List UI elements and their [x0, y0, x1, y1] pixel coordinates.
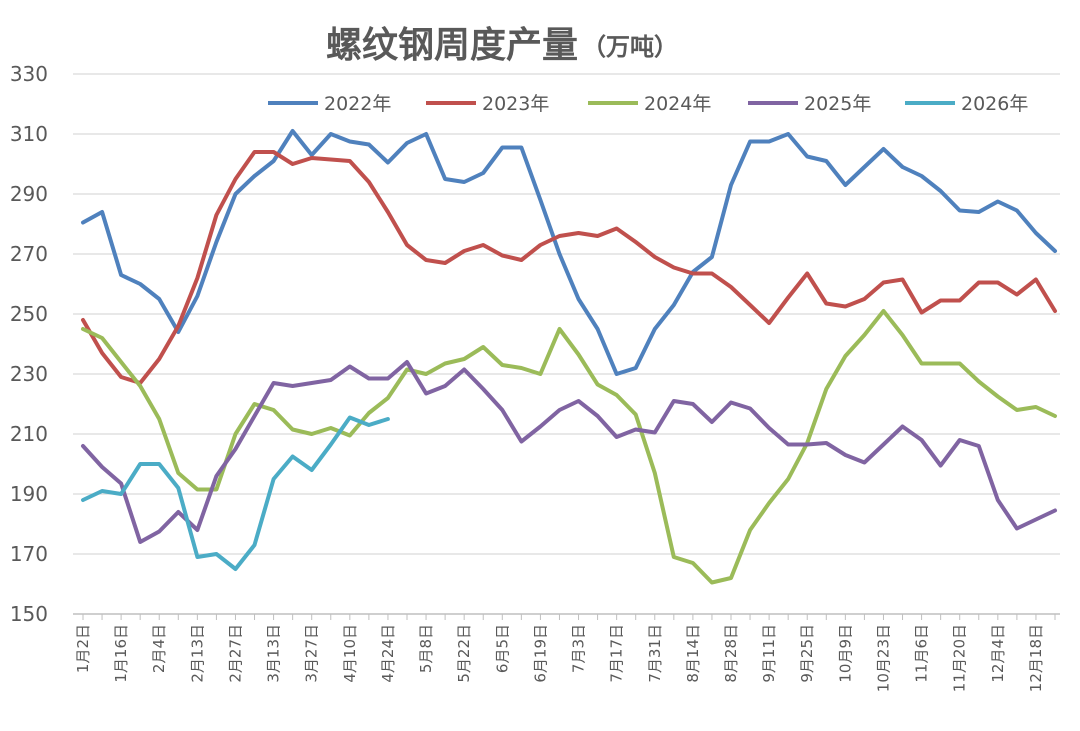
x-tick-label: 11月6日 — [913, 624, 931, 683]
x-tick-label: 8月28日 — [722, 624, 740, 683]
chart-unit: （万吨） — [582, 33, 678, 61]
x-tick-label: 9月11日 — [760, 624, 778, 683]
chart-title-group: 螺纹钢周度产量 （万吨） — [326, 25, 678, 66]
x-tick-label: 2月13日 — [188, 624, 206, 683]
x-tick-label: 2月27日 — [226, 624, 244, 683]
legend-label: 2026年 — [961, 93, 1028, 115]
x-tick-label: 7月17日 — [608, 624, 626, 683]
legend-label: 2023年 — [482, 93, 549, 115]
series-lines — [81, 129, 1057, 585]
y-tick-label: 230 — [10, 362, 48, 386]
y-tick-label: 210 — [10, 422, 48, 446]
axes: 150 170 190 210 230 250 270 290 310 330 1月2日 1月16日 2… — [10, 62, 1060, 692]
x-tick-label: 7月3日 — [570, 624, 588, 673]
x-tick-label: 4月24日 — [379, 624, 397, 683]
series-line-3 — [81, 309, 1057, 585]
series-line-4 — [81, 360, 1057, 544]
x-tick-label: 8月14日 — [684, 624, 702, 683]
y-tick-label: 310 — [10, 122, 48, 146]
y-tick-label: 250 — [10, 302, 48, 326]
series-line-5 — [81, 415, 390, 571]
y-tick-label: 170 — [10, 542, 48, 566]
legend: 2022年 2023年 2024年 2025年 2026年 — [268, 93, 1028, 115]
x-tick-label: 3月27日 — [303, 624, 321, 683]
y-tick-label: 270 — [10, 242, 48, 266]
x-tick-label: 3月13日 — [265, 624, 283, 683]
x-tick-label: 4月10日 — [341, 624, 359, 683]
legend-label: 2025年 — [804, 93, 871, 115]
x-tick-label: 12月18日 — [1027, 624, 1045, 692]
legend-label: 2024年 — [644, 93, 711, 115]
x-tick-label: 5月22日 — [455, 624, 473, 683]
x-tick-label: 9月25日 — [798, 624, 816, 683]
x-tick-label: 7月31日 — [646, 624, 664, 683]
x-tick-label: 1月16日 — [112, 624, 130, 683]
x-tick-label: 6月5日 — [493, 624, 511, 673]
series-line-1 — [81, 129, 1057, 376]
x-tick-label: 11月20日 — [951, 624, 969, 692]
x-tick-label: 12月4日 — [989, 624, 1007, 683]
chart-title: 螺纹钢周度产量 — [326, 25, 578, 66]
x-tick-label: 6月19日 — [531, 624, 549, 683]
y-tick-label: 330 — [10, 62, 48, 86]
y-tick-label: 150 — [10, 602, 48, 626]
x-tick-label: 5月8日 — [417, 624, 435, 673]
x-tick-label: 10月9日 — [836, 624, 854, 683]
x-tick-label: 10月23日 — [874, 624, 892, 692]
x-tick-label: 2月4日 — [150, 624, 168, 673]
y-tick-label: 290 — [10, 182, 48, 206]
y-tick-label: 190 — [10, 482, 48, 506]
series-line-2 — [81, 150, 1057, 385]
legend-label: 2022年 — [324, 93, 391, 115]
x-tick-label: 1月2日 — [74, 624, 92, 673]
